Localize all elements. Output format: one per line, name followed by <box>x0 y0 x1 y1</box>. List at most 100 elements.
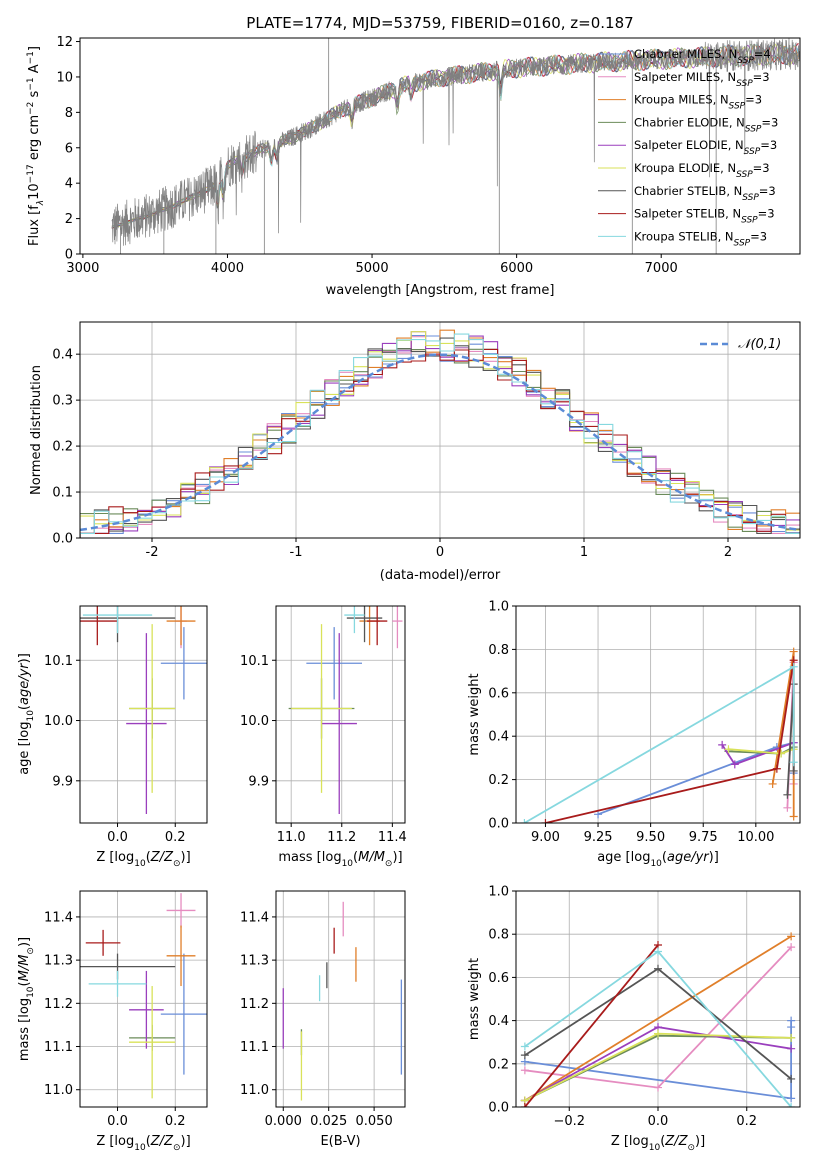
x-tick-label: 6000 <box>500 261 533 276</box>
x-tick-label: 0 <box>436 545 444 560</box>
weight-marker-chabrier-stelib <box>520 1051 529 1060</box>
x-tick-label: −0.2 <box>553 1114 585 1129</box>
x-tick-label: 11.2 <box>327 830 356 845</box>
weight-marker-kroupa-elodie <box>787 1033 796 1042</box>
y-axis-label: mass [log10(M/M⊙)] <box>17 937 36 1061</box>
weight-marker-chabrier-miles <box>787 1023 796 1032</box>
weight-marker-salpeter-miles <box>520 1066 529 1075</box>
y-tick-label: 10.1 <box>240 654 269 669</box>
legend: Chabrier MILES, NSSP=4 Salpeter MILES, NS… <box>598 47 778 248</box>
weight-marker-chabrier-stelib <box>783 790 792 799</box>
y-tick-label: 11.4 <box>44 910 73 925</box>
y-tick-label: 0.2 <box>488 773 509 788</box>
x-axis-label: Z [log10(Z/Z⊙)] <box>96 850 190 869</box>
errorbar-kroupa-stelib <box>88 970 147 997</box>
weight-marker-kroupa-miles <box>789 647 798 656</box>
errorbar-chabrier-miles <box>160 627 207 700</box>
plot-area <box>282 901 403 1101</box>
y-tick-label: 0.0 <box>52 532 73 547</box>
weight-marker-salpeter-stelib <box>520 1103 529 1107</box>
x-tick-label: 3000 <box>66 261 99 276</box>
errorbar-salpeter-miles <box>166 893 196 928</box>
y-axis-label: Flux [fλ10−17 erg cm−2 s−1 A−1] <box>26 46 46 246</box>
y-tick-label: 0.4 <box>488 730 509 745</box>
weight-vs-z-panel: −0.2 0.0 0.2 0.0 0.2 0.4 0.6 0.8 1.0 Z [log10(Z/Z… <box>467 885 801 1153</box>
legend-label-kroupa-stelib: Kroupa STELIB, NSSP=3 <box>634 229 767 248</box>
weight-marker-salpeter-elodie <box>730 760 739 769</box>
x-axis-label: E(B-V) <box>320 1134 360 1149</box>
x-tick-label: 0.050 <box>356 1114 393 1129</box>
x-tick-label: 4000 <box>211 261 244 276</box>
legend-label-salpeter-miles: Salpeter MILES, NSSP=3 <box>634 70 770 89</box>
x-tick-label: 11.0 <box>277 830 306 845</box>
age-vs-z-panel: 0.0 0.2 9.9 10.0 10.1 Z [log10(Z/Z⊙)] age [log… <box>17 605 208 869</box>
weight-marker-salpeter-elodie <box>718 740 727 749</box>
errorbar-kroupa-miles <box>166 606 196 646</box>
grid <box>276 606 405 823</box>
grid <box>80 606 207 823</box>
weight-marker-salpeter-miles <box>787 943 796 952</box>
weight-marker-kroupa-stelib <box>654 947 662 956</box>
plot-area <box>80 893 207 1099</box>
x-tick-label: 1 <box>580 545 588 560</box>
y-axis-label: mass weight <box>467 958 482 1040</box>
y-tick-label: 4 <box>65 177 73 192</box>
x-tick-label: 0.000 <box>265 1114 302 1129</box>
errorbar-salpeter-stelib <box>85 929 121 956</box>
grid <box>516 605 800 824</box>
x-tick-label: 0.0 <box>107 830 128 845</box>
y-tick-label: 9.9 <box>248 774 269 789</box>
x-tick-label: 0.0 <box>648 1114 669 1129</box>
y-tick-label: 10.1 <box>44 654 73 669</box>
histogram-salpeter-stelib <box>80 348 800 538</box>
weight-line-salpeter-stelib <box>545 660 795 823</box>
y-tick-label: 0.1 <box>52 486 73 501</box>
weight-marker-kroupa-stelib <box>787 1103 796 1107</box>
weight-marker-salpeter-stelib <box>772 764 781 773</box>
weight-marker-kroupa-stelib <box>520 819 529 823</box>
legend-label-kroupa-elodie: Kroupa ELODIE, NSSP=3 <box>634 161 770 180</box>
y-tick-label: 11.1 <box>240 1040 269 1055</box>
y-tick-label: 0.8 <box>488 643 509 658</box>
y-tick-label: 6 <box>65 141 73 156</box>
errorbar-salpeter-elodie <box>321 633 357 814</box>
errorbar-chabrier-miles <box>306 627 362 700</box>
mass-vs-ebv-panel: 0.000 0.025 0.050 11.0 11.1 11.2 11.3 11.4 E(B-V… <box>240 890 406 1149</box>
y-tick-label: 0.0 <box>488 817 509 832</box>
y-axis-label: age [log10(age/yr)] <box>17 653 36 775</box>
weight-marker-kroupa-miles <box>768 779 777 788</box>
axes-frame <box>515 605 801 824</box>
x-tick-label: 0.2 <box>165 830 186 845</box>
y-tick-label: 1.0 <box>488 885 509 900</box>
x-tick-label: 2 <box>724 545 732 560</box>
y-tick-label: 11.0 <box>240 1083 269 1098</box>
weight-marker-chabrier-miles <box>787 1094 796 1103</box>
weight-marker-chabrier-stelib <box>654 964 662 973</box>
y-tick-label: 0.6 <box>488 686 509 701</box>
legend-label-chabrier-stelib: Chabrier STELIB, NSSP=3 <box>634 184 776 203</box>
plot-area <box>520 647 798 823</box>
x-tick-label: 0.2 <box>165 1114 186 1129</box>
weight-marker-salpeter-miles <box>654 1083 662 1092</box>
x-tick-label: 9.75 <box>689 830 718 845</box>
x-tick-label: 5000 <box>356 261 389 276</box>
legend-label-salpeter-stelib: Salpeter STELIB, NSSP=3 <box>634 207 775 226</box>
x-axis-label: Z [log10(Z/Z⊙)] <box>611 1134 705 1153</box>
x-tick-label: 9.00 <box>531 830 560 845</box>
y-tick-label: 9.9 <box>52 774 73 789</box>
grid <box>80 891 207 1107</box>
errorbar-salpeter-elodie <box>126 633 167 814</box>
weight-marker-kroupa-stelib <box>520 1042 529 1051</box>
x-axis-label: (data-model)/error <box>380 568 501 583</box>
y-tick-label: 10 <box>56 70 73 85</box>
plot-area <box>80 606 207 814</box>
y-tick-label: 10.0 <box>240 714 269 729</box>
errorbar-salpeter-miles <box>392 606 403 649</box>
weight-marker-kroupa-miles <box>787 932 796 941</box>
y-tick-label: 11.1 <box>44 1040 73 1055</box>
y-tick-label: 11.0 <box>44 1083 73 1098</box>
weight-line-salpeter-stelib <box>524 944 659 1107</box>
errorbar-chabrier-stelib <box>346 606 383 643</box>
x-tick-label: 0.2 <box>736 1114 757 1129</box>
